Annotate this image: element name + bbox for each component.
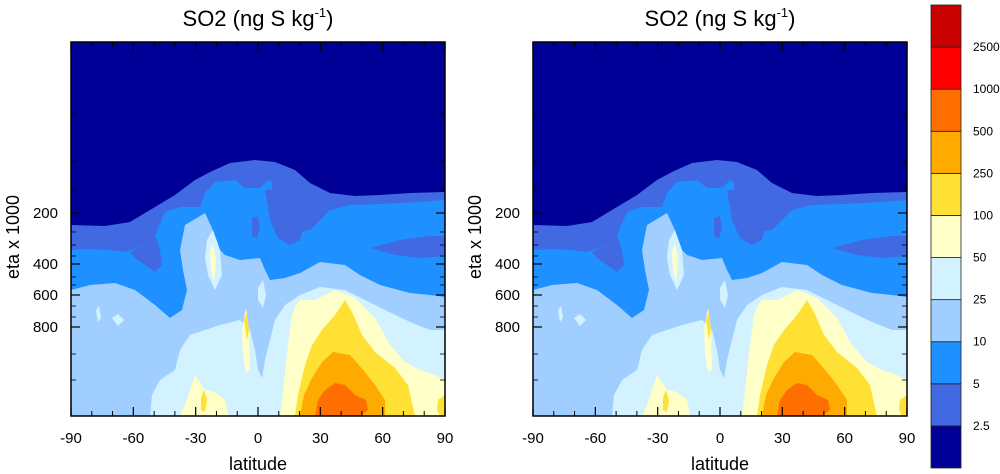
colorbar-box — [930, 341, 962, 385]
x-tick-label: -30 — [185, 430, 207, 447]
contour-band-level-5 — [210, 244, 216, 282]
x-tick-label: 60 — [374, 430, 391, 447]
colorbar-box — [930, 257, 962, 301]
contour-band-level-1 — [727, 190, 767, 245]
x-tick-label: -90 — [60, 430, 82, 447]
contour-panel-2: -90 -60 -30 0 30 60 90 200 400 600 800 SO2 (ng S kg… — [465, 5, 915, 474]
colorbar-label: 25 — [973, 293, 987, 307]
colorbar-box — [930, 215, 962, 258]
x-tick-label: -90 — [522, 430, 544, 447]
y-axis-label: eta x 1000 — [465, 195, 485, 279]
x-tick-label: 0 — [254, 430, 262, 447]
y-tick-label: 600 — [33, 287, 58, 304]
y-tick-label: 800 — [495, 319, 520, 336]
contour-band-level-1 — [370, 236, 445, 258]
chart-title-superscript: -1 — [315, 5, 327, 20]
x-tick-label: -60 — [122, 430, 144, 447]
contour-band-level-8 — [315, 383, 368, 416]
colorbar-label: 500 — [973, 124, 993, 138]
x-tick-label: 60 — [836, 430, 853, 447]
colorbar-label: 2500 — [973, 40, 1000, 54]
chart-title-suffix: ) — [326, 6, 333, 31]
contour-band-level-4 — [258, 280, 266, 308]
colorbar-box — [930, 130, 962, 174]
colorbar-box — [930, 383, 962, 427]
y-tick-label: 800 — [33, 319, 58, 336]
contour-band-level-1 — [714, 216, 722, 238]
colorbar-label: 5 — [973, 377, 980, 391]
chart-title-suffix: ) — [788, 6, 795, 31]
x-axis-label: latitude — [691, 454, 749, 474]
contour-band-level-4 — [96, 306, 101, 322]
colorbar-label: 1000 — [973, 82, 1000, 96]
chart-title: SO2 (ng S kg-1) — [645, 5, 796, 31]
contour-band-level-4 — [720, 280, 728, 308]
colorbar-box — [930, 425, 962, 469]
colorbar-box — [930, 172, 962, 216]
colorbar-box — [930, 4, 962, 48]
contour-band-level-1 — [832, 236, 907, 258]
colorbar-label: 100 — [973, 208, 993, 222]
contour-band-level-4 — [574, 314, 586, 326]
colorbar-box — [930, 88, 962, 132]
y-axis-label: eta x 1000 — [3, 195, 23, 279]
y-tick-label: 600 — [495, 287, 520, 304]
contour-band-level-6 — [899, 395, 907, 416]
contour-band-level-6 — [706, 312, 711, 340]
x-tick-label: -30 — [647, 430, 669, 447]
y-tick-label: 200 — [33, 205, 58, 222]
contour-panel-1: -90 -60 -30 0 30 60 90 200 400 600 800 SO2 (ng S kg… — [3, 5, 453, 474]
contour-band-level-1 — [265, 190, 305, 245]
colorbar-label: 50 — [973, 251, 987, 265]
contour-band-level-4 — [112, 314, 124, 326]
y-tick-label: 200 — [495, 205, 520, 222]
chart-title-text: SO2 (ng S kg — [645, 6, 777, 31]
contour-band-level-1 — [592, 235, 624, 272]
chart-title-superscript: -1 — [777, 5, 789, 20]
x-tick-label: -60 — [584, 430, 606, 447]
contour-band-level-6 — [437, 395, 445, 416]
colorbar-label: 10 — [973, 335, 987, 349]
contour-band-level-1 — [130, 235, 162, 272]
colorbar: 2.5 5 10 25 50 100 250 500 1000 2500 — [930, 4, 1000, 469]
contour-band-level-6 — [201, 390, 207, 412]
colorbar-label: 2.5 — [973, 419, 990, 433]
chart-title-text: SO2 (ng S kg — [183, 6, 315, 31]
contour-fill-area — [71, 42, 445, 416]
contour-band-level-5 — [672, 244, 678, 282]
colorbar-box — [930, 46, 962, 90]
x-tick-label: 30 — [774, 430, 791, 447]
contour-band-level-1 — [252, 216, 260, 238]
contour-band-level-8 — [777, 383, 830, 416]
y-tick-label: 400 — [495, 256, 520, 273]
y-tick-label: 400 — [33, 256, 58, 273]
x-tick-label: 90 — [899, 430, 916, 447]
colorbar-label: 250 — [973, 166, 993, 180]
chart-title: SO2 (ng S kg-1) — [183, 5, 334, 31]
contour-band-level-4 — [558, 306, 563, 322]
contour-band-level-6 — [244, 312, 249, 340]
contour-fill-area — [533, 42, 907, 416]
x-tick-label: 0 — [716, 430, 724, 447]
x-tick-label: 30 — [312, 430, 329, 447]
x-axis-label: latitude — [229, 454, 287, 474]
contour-band-level-6 — [663, 390, 669, 412]
x-tick-label: 90 — [437, 430, 454, 447]
colorbar-box — [930, 299, 962, 343]
